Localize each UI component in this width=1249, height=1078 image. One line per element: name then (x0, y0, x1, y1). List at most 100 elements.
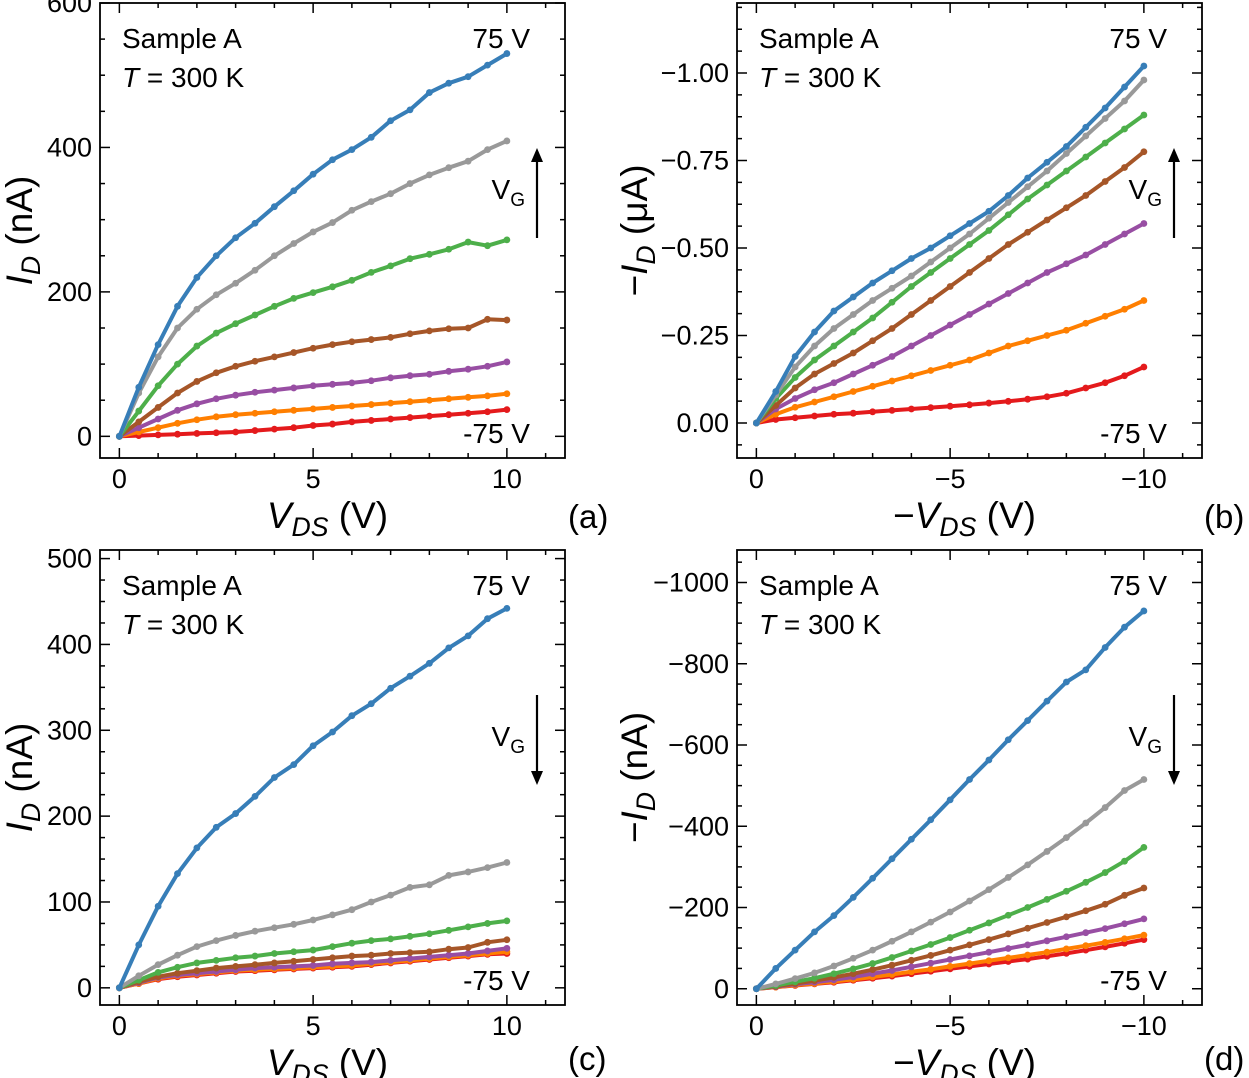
data-point (503, 316, 511, 324)
data-point (212, 429, 220, 437)
data-point (1043, 393, 1051, 401)
data-point (445, 871, 453, 879)
data-point (1082, 929, 1090, 937)
data-point (869, 946, 877, 954)
data-point (1062, 887, 1070, 895)
data-point (270, 252, 278, 260)
data-point (174, 389, 181, 397)
data-point (406, 180, 414, 187)
data-point (907, 968, 915, 976)
x-tick-label: 0 (112, 1011, 127, 1041)
data-point (425, 953, 433, 961)
data-point (367, 401, 375, 408)
data-point (946, 244, 954, 252)
x-tick-label: 0 (749, 1011, 764, 1041)
data-point (290, 384, 298, 392)
x-axis-label: VDS (V) (267, 495, 388, 542)
data-point (849, 965, 857, 973)
vg-min-label: -75 V (463, 418, 530, 449)
data-point (251, 357, 259, 365)
x-tick-label: −5 (935, 1011, 966, 1041)
data-point (966, 356, 973, 364)
data-point (1024, 337, 1032, 345)
data-point (830, 360, 838, 367)
data-point (193, 967, 201, 975)
data-point (1101, 804, 1109, 811)
data-point (1140, 915, 1148, 923)
data-point (309, 742, 317, 750)
data-point (869, 960, 877, 967)
vg-arrow-head (1168, 148, 1180, 162)
data-point (154, 404, 162, 411)
data-point (367, 417, 375, 424)
data-point (1082, 251, 1090, 259)
data-point (888, 353, 896, 360)
data-point (367, 898, 375, 906)
data-point (445, 951, 453, 959)
data-point (309, 289, 317, 297)
data-point (251, 961, 259, 969)
data-point (174, 963, 181, 971)
data-point (1062, 933, 1070, 941)
y-tick-label: 400 (47, 629, 92, 659)
x-tick-label: 10 (492, 464, 522, 494)
data-point (270, 386, 278, 394)
data-point (1121, 164, 1128, 171)
data-point (406, 672, 414, 680)
data-point (1004, 342, 1012, 350)
temperature-label: T = 300 K (759, 609, 882, 640)
data-point (503, 936, 511, 944)
data-point (115, 432, 123, 440)
y-axis-label: ID (nA) (0, 723, 46, 833)
data-point (406, 955, 414, 963)
data-point (927, 367, 935, 374)
data-point (406, 932, 414, 940)
data-point (484, 938, 491, 946)
data-point (484, 920, 491, 927)
data-point (387, 891, 395, 899)
data-point (193, 416, 201, 424)
data-point (270, 353, 278, 361)
data-point (1024, 924, 1032, 932)
data-point (348, 276, 356, 284)
data-point (791, 374, 799, 381)
data-point (329, 219, 336, 226)
y-tick-label: 500 (47, 544, 92, 574)
data-point (1024, 861, 1032, 869)
data-point (251, 388, 259, 396)
data-point (1043, 332, 1051, 339)
data-point (484, 242, 491, 250)
data-point (1082, 907, 1090, 915)
data-point (290, 240, 298, 247)
data-point (251, 792, 259, 800)
data-point (484, 408, 491, 416)
data-point (752, 419, 760, 427)
data-point (193, 305, 201, 313)
data-point (464, 632, 472, 640)
vg-arrow-label: VG (1129, 174, 1163, 211)
vg-max-label: 75 V (472, 23, 530, 54)
data-point (387, 935, 395, 943)
data-point (251, 266, 259, 274)
data-point (367, 133, 375, 141)
data-point (772, 416, 780, 423)
data-point (174, 969, 181, 977)
data-point (791, 395, 799, 402)
data-point (1024, 228, 1032, 236)
data-point (791, 946, 799, 954)
vg-max-label: 75 V (472, 570, 530, 601)
data-point (1062, 389, 1070, 397)
data-point (772, 965, 780, 972)
data-point (830, 342, 838, 350)
data-point (329, 420, 336, 428)
vg-arrow-head (531, 771, 543, 785)
temperature-label: T = 300 K (122, 62, 245, 93)
data-point (985, 300, 993, 308)
data-point (445, 79, 453, 87)
data-point (193, 430, 201, 437)
data-point (270, 408, 278, 416)
data-point (1004, 192, 1012, 199)
data-point (232, 962, 240, 970)
data-point (290, 962, 298, 970)
data-point (1043, 919, 1051, 926)
